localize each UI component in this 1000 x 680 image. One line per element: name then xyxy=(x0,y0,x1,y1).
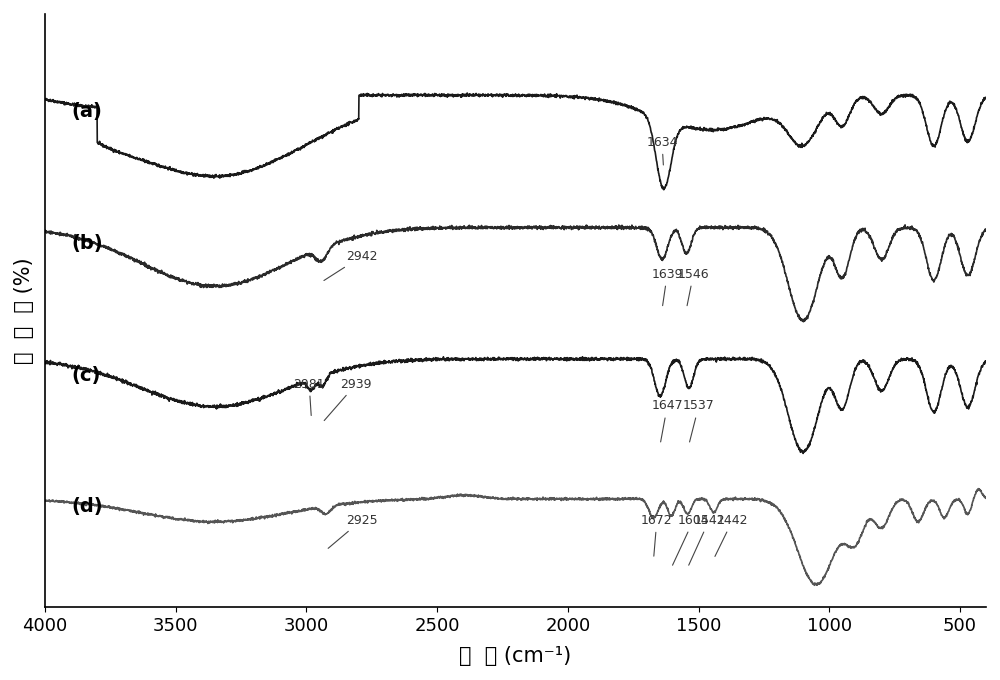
X-axis label: 波  数 (cm⁻¹): 波 数 (cm⁻¹) xyxy=(459,646,572,666)
Text: 1647: 1647 xyxy=(651,399,683,442)
Text: 2981: 2981 xyxy=(293,377,325,415)
Text: 2925: 2925 xyxy=(328,514,377,548)
Text: 2942: 2942 xyxy=(324,250,377,281)
Text: 1542: 1542 xyxy=(689,514,725,565)
Y-axis label: 透  射  率 (%): 透 射 率 (%) xyxy=(14,257,34,364)
Text: (c): (c) xyxy=(71,366,101,384)
Text: (a): (a) xyxy=(71,102,102,121)
Text: 1604: 1604 xyxy=(673,514,709,565)
Text: 1537: 1537 xyxy=(683,399,715,442)
Text: 2939: 2939 xyxy=(324,377,372,420)
Text: (d): (d) xyxy=(71,497,103,516)
Text: 1634: 1634 xyxy=(646,136,678,165)
Text: 1639: 1639 xyxy=(651,268,683,305)
Text: 1442: 1442 xyxy=(715,514,748,556)
Text: 1672: 1672 xyxy=(641,514,673,556)
Text: 1546: 1546 xyxy=(678,268,709,306)
Text: (b): (b) xyxy=(71,234,103,253)
